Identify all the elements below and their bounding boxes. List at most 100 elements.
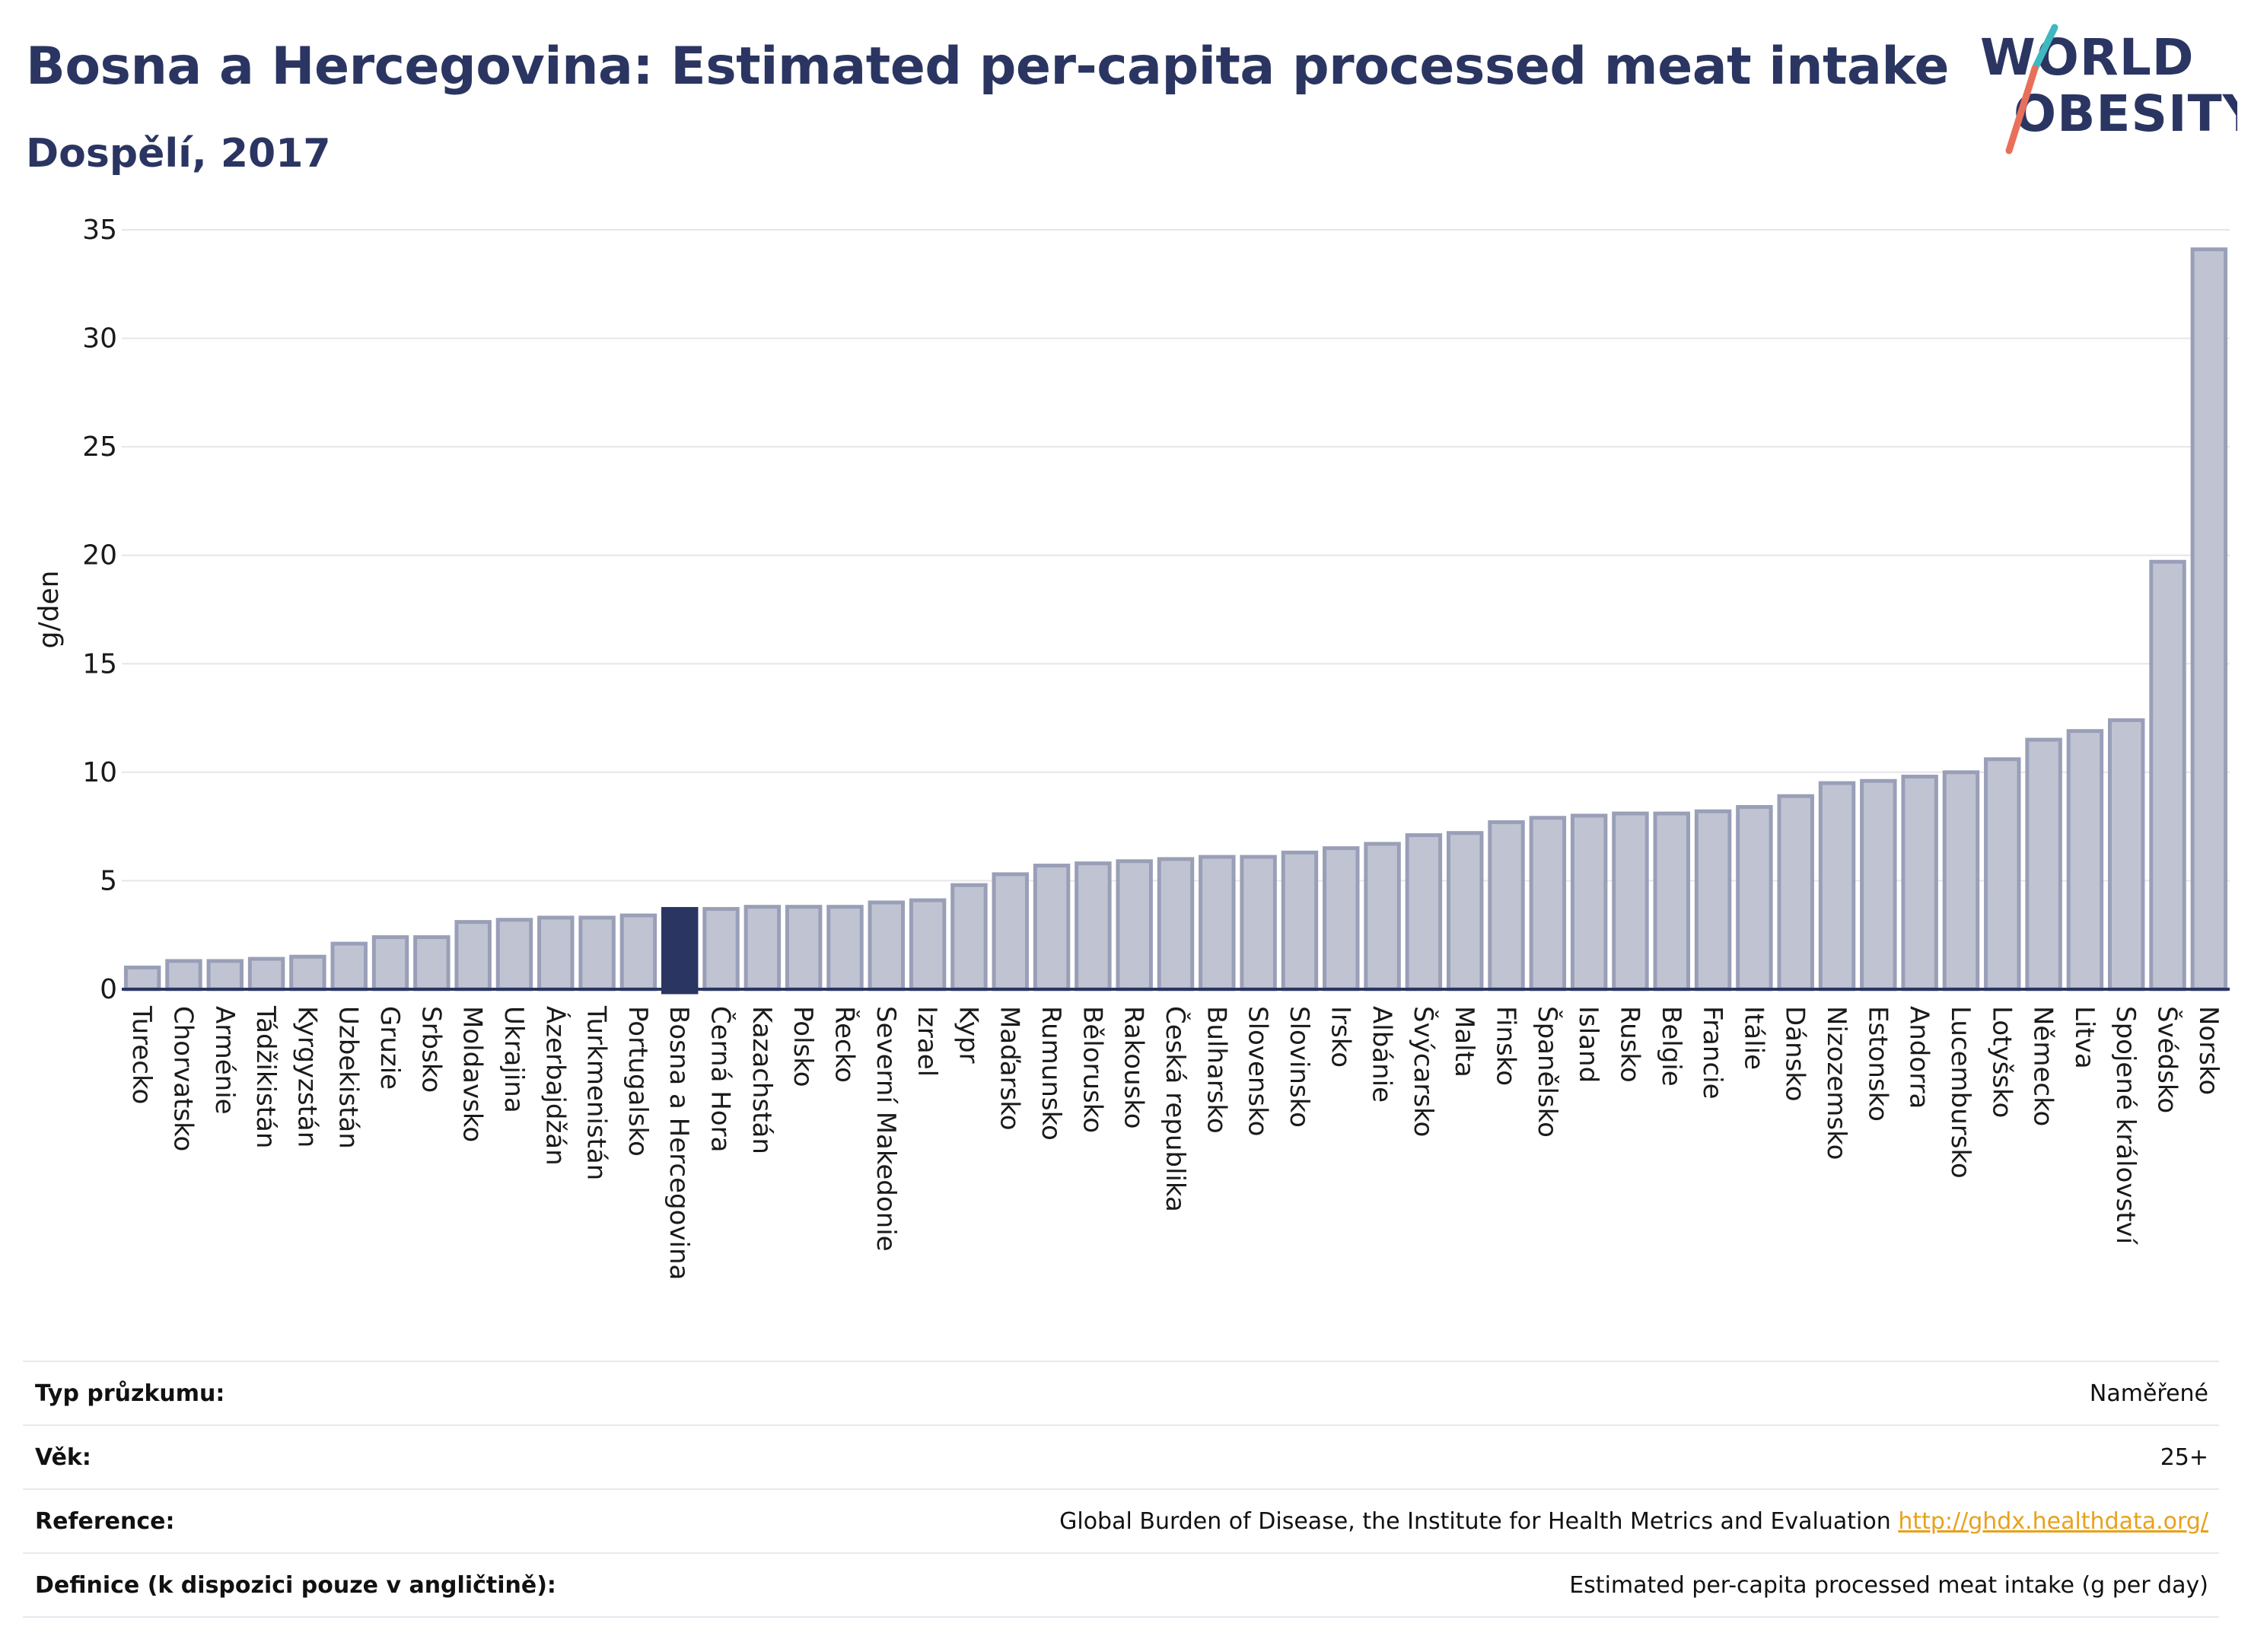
x-tick-label: Rakousko [1119,1006,1149,1129]
info-row-definition: Definice (k dispozici pouze v angličtině… [23,1552,2219,1618]
bar [743,905,782,992]
reference-value: Global Burden of Disease, the Institute … [1059,1508,2208,1535]
bar [1488,820,1525,992]
x-tick-label: Kypr [953,1006,983,1064]
bar [247,957,285,992]
x-tick-label: Finsko [1491,1006,1521,1086]
x-tick-label: Ukrajina [498,1006,529,1113]
bar [1364,842,1401,992]
x-tick-label: Moldavsko [457,1006,488,1142]
x-tick-label: Dánsko [1780,1006,1810,1102]
x-tick-label: Lotyšsko [1986,1006,2017,1118]
y-tick-label: 15 [82,648,117,680]
bar [1281,850,1319,992]
x-tick-label: Litva [2069,1006,2100,1069]
x-tick-label: Turecko [126,1005,157,1104]
bar [578,915,616,992]
bar [1942,770,1980,992]
bar [1901,775,1938,992]
bar [785,905,823,992]
bar [1075,861,1112,992]
x-tick-label: Bosna a Hercegovina [664,1006,694,1280]
reference-link[interactable]: http://ghdx.healthdata.org/ [1898,1507,2208,1535]
logo-slash-teal [2031,24,2058,72]
x-tick-label: Tádžikistán [250,1005,281,1148]
age-value: 25+ [2160,1444,2208,1471]
bar [1653,811,1690,992]
reference-text: Global Burden of Disease, the Institute … [1059,1507,1891,1535]
x-tick-label: Belgie [1656,1006,1686,1087]
x-tick-label: Albánie [1367,1006,1397,1103]
bar [950,883,988,992]
logo-slash-coral [2005,65,2039,154]
x-tick-label: Spojené království [2110,1006,2141,1246]
bar [2190,247,2228,992]
bar [1777,794,1814,992]
y-tick-label: 35 [82,215,117,246]
x-tick-label: Portugalsko [622,1006,653,1157]
bar [1818,781,1856,992]
y-tick-label: 5 [100,865,117,896]
bar [1116,859,1153,992]
logo-text-world: WORLD [1980,28,2195,87]
bar [702,906,740,992]
bar [537,915,575,992]
x-tick-label: Slovensko [1243,1006,1273,1136]
age-label: Věk: [35,1444,91,1471]
bar [1570,813,1608,992]
x-tick-label: Arménie [209,1006,240,1115]
bar [619,913,657,992]
x-tick-label: Island [1573,1006,1603,1083]
x-tick-label: Nizozemsko [1821,1006,1851,1160]
bar [289,954,326,992]
bar [2149,559,2186,992]
chart-subtitle: Dospělí, 2017 [26,131,331,177]
x-tick-label: Itálie [1738,1006,1769,1070]
bar [413,935,451,992]
x-tick-label: Severní Makedonie [871,1006,901,1252]
x-tick-label: Španělsko [1532,1006,1563,1138]
x-tick-label: Gruzie [374,1006,405,1090]
bar [1033,863,1071,992]
bar [909,898,947,992]
info-row-age: Věk: 25+ [23,1424,2219,1488]
bar [868,900,906,992]
bar-chart: 0 5 10 15 20 25 30 35 g/den Turecko Chorvatsko Armé… [33,215,2230,1280]
x-tick-label: Kyrgyzstán [291,1006,322,1147]
x-tick-label: Andorra [1904,1006,1934,1109]
x-tick-label: Bělorusko [1077,1006,1107,1133]
x-tick-label: Slovinsko [1284,1006,1314,1128]
x-tick-label: Řecko [829,1006,860,1083]
bar [371,935,409,992]
info-row-reference: Reference: Global Burden of Disease, the… [23,1488,2219,1552]
bar [2025,737,2062,992]
x-tick-label: Německo [2028,1006,2058,1126]
bar [1612,811,1649,992]
definition-label: Definice (k dispozici pouze v angličtině… [35,1571,556,1599]
info-table: Typ průzkumu: Naměřené Věk: 25+ Referenc… [23,1361,2219,1618]
bar [1446,831,1484,992]
bar [1240,855,1277,992]
bar [1984,757,2021,992]
x-tick-label: Uzbekistán [333,1006,364,1149]
logo-text-obesity: OBESITY [2014,84,2237,143]
bar [1860,778,1897,992]
y-tick-label: 20 [82,540,117,571]
bar [123,965,161,992]
info-row-survey-type: Typ průzkumu: Naměřené [23,1361,2219,1424]
bar [1694,809,1732,992]
x-tick-label: Izrael [912,1006,942,1077]
x-tick-label: Irsko [1325,1006,1355,1068]
reference-label: Reference: [35,1507,175,1535]
y-tick-label: 25 [82,431,117,463]
bar [2066,729,2104,992]
x-tick-label: Chorvatsko [167,1006,198,1151]
x-tick-label: Česká republika [1160,1006,1191,1212]
x-tick-label: Černá Hora [705,1006,737,1152]
x-tick-label: Lucembursko [1945,1006,1976,1179]
x-tick-label: Bulharsko [1201,1006,1231,1134]
bar [1405,833,1443,992]
x-tick-label: Ázerbajdžán [540,1006,571,1166]
world-obesity-logo: WORLD OBESITY [1980,24,2237,154]
x-tick-label: Francie [1697,1006,1727,1100]
